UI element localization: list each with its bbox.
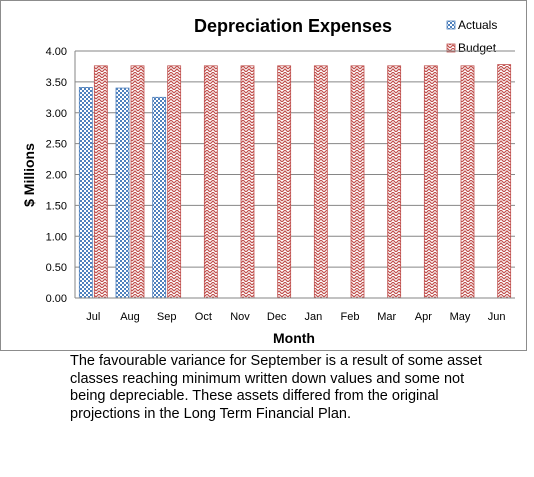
bar-budget-jul: [93, 65, 108, 299]
bar-budget-apr: [423, 65, 438, 299]
x-tick-label: Nov: [230, 311, 250, 323]
y-axis-label: $ Millions: [21, 143, 37, 207]
y-tick-label: 2.50: [46, 139, 67, 151]
x-tick-label: Aug: [120, 311, 140, 323]
legend-swatch-budget: [446, 43, 456, 53]
x-tick-label: Sep: [157, 311, 177, 323]
x-tick-label: Feb: [341, 311, 360, 323]
y-tick-label: 1.50: [46, 200, 67, 212]
x-tick-label: Mar: [377, 311, 396, 323]
bar-budget-dec: [277, 65, 292, 299]
legend-label-budget: Budget: [458, 41, 497, 55]
y-tick-label: 0.50: [46, 262, 67, 274]
bar-budget-jan: [313, 65, 328, 299]
y-tick-label: 4.00: [46, 46, 67, 58]
x-tick-label: Apr: [415, 311, 432, 323]
x-axis-ticks: Jul Aug Sep Oct Nov Dec Jan Feb Mar Apr May Jun: [86, 311, 505, 323]
legend-swatch-actuals: [446, 20, 456, 30]
bar-actuals-jul: [78, 87, 93, 299]
x-tick-label: Dec: [267, 311, 287, 323]
bar-budget-may: [460, 65, 475, 299]
chart-caption: The favourable variance for September is…: [70, 353, 482, 422]
depreciation-chart: Depreciation Expenses Actuals Budget 0.0…: [0, 0, 527, 351]
bar-actuals-sep: [152, 96, 167, 299]
bar-actuals-aug: [115, 87, 130, 299]
bar-budget-jun: [497, 64, 512, 299]
y-tick-label: 3.50: [46, 77, 67, 89]
y-tick-label: 1.00: [46, 231, 67, 243]
bar-budget-feb: [350, 65, 365, 299]
y-tick-label: 0.00: [46, 293, 67, 305]
x-tick-label: Jun: [488, 311, 506, 323]
x-axis-label: Month: [273, 330, 315, 346]
x-tick-label: Jan: [304, 311, 322, 323]
y-tick-label: 2.00: [46, 170, 67, 182]
bars: [78, 64, 512, 299]
x-tick-label: May: [450, 311, 471, 323]
bar-budget-oct: [203, 65, 218, 299]
chart-title: Depreciation Expenses: [194, 16, 392, 36]
legend-label-actuals: Actuals: [458, 18, 497, 32]
x-tick-label: Oct: [195, 311, 212, 323]
bar-budget-sep: [167, 65, 182, 299]
bar-budget-nov: [240, 65, 255, 299]
bar-budget-aug: [130, 65, 145, 299]
y-tick-label: 3.00: [46, 108, 67, 120]
gridlines: [75, 50, 515, 268]
x-tick-label: Jul: [86, 311, 100, 323]
axes: [74, 51, 515, 299]
bar-budget-mar: [387, 65, 402, 299]
y-axis-ticks: 0.00 0.50 1.00 1.50 2.00 2.50 3.00 3.50 4.00: [46, 46, 67, 305]
